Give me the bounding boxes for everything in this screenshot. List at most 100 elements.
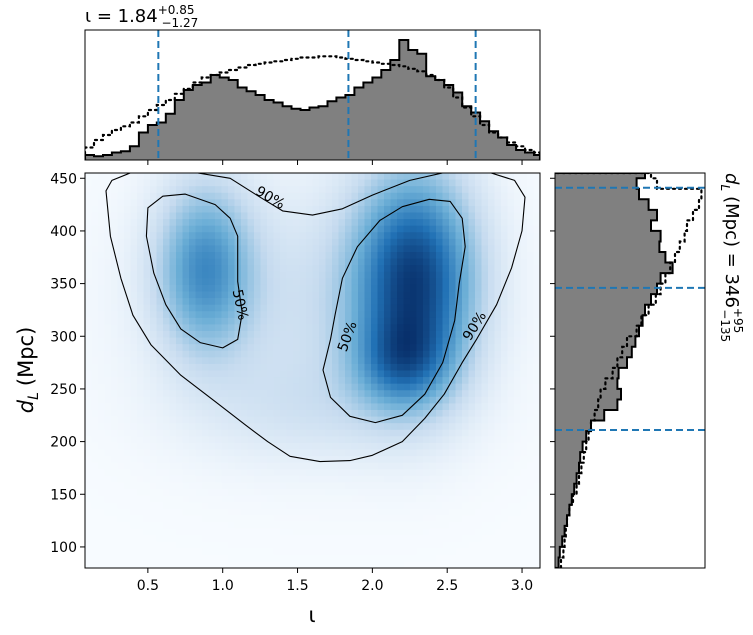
heatmap-cell — [267, 245, 275, 253]
heatmap-cell — [462, 554, 470, 563]
heatmap-cell — [371, 291, 379, 299]
heatmap-cell — [156, 192, 164, 200]
heatmap-cell — [150, 489, 158, 497]
heatmap-cell — [449, 179, 457, 187]
heatmap-cell — [312, 442, 320, 451]
heatmap-cell — [189, 403, 197, 411]
heatmap-cell — [416, 298, 424, 306]
heatmap-cell — [169, 324, 177, 332]
heatmap-cell — [533, 403, 540, 411]
heatmap-cell — [527, 179, 535, 187]
heatmap-cell — [234, 423, 242, 431]
heatmap-cell — [416, 245, 424, 253]
heatmap-cell — [423, 508, 431, 516]
heatmap-cell — [169, 186, 177, 194]
heatmap-cell — [325, 482, 333, 490]
heatmap-cell — [150, 410, 158, 418]
heatmap-cell — [260, 265, 268, 273]
heatmap-cell — [455, 265, 463, 273]
heatmap-cell — [507, 199, 515, 207]
heatmap-cell — [475, 416, 483, 424]
heatmap-cell — [364, 304, 372, 312]
heatmap-cell — [299, 291, 307, 299]
heatmap-cell — [319, 521, 327, 530]
heatmap-cell — [111, 311, 119, 319]
heatmap-cell — [468, 370, 476, 378]
heatmap-cell — [410, 317, 418, 326]
heatmap-cell — [475, 548, 483, 556]
heatmap-cell — [91, 317, 99, 326]
heatmap-cell — [481, 186, 489, 194]
heatmap-cell — [442, 521, 450, 530]
heatmap-cell — [514, 298, 522, 306]
heatmap-cell — [364, 232, 372, 240]
heatmap-cell — [215, 528, 223, 536]
heatmap-cell — [98, 304, 106, 312]
heatmap-cell — [397, 475, 405, 484]
heatmap-cell — [195, 535, 203, 543]
heatmap-cell — [91, 304, 99, 312]
heatmap-cell — [293, 219, 301, 227]
heatmap-cell — [501, 205, 509, 214]
heatmap-cell — [163, 548, 171, 556]
heatmap-cell — [468, 416, 476, 424]
heatmap-cell — [130, 561, 138, 568]
heatmap-cell — [377, 436, 385, 444]
heatmap-cell — [403, 370, 411, 378]
heatmap-cell — [280, 317, 288, 326]
heatmap-cell — [286, 469, 294, 477]
heatmap-cell — [241, 561, 249, 568]
heatmap-cell — [410, 291, 418, 299]
heatmap-cell — [98, 331, 106, 339]
heatmap-cell — [273, 515, 281, 523]
heatmap-cell — [260, 436, 268, 444]
heatmap-cell — [332, 396, 340, 405]
heatmap-cell — [533, 383, 540, 391]
heatmap-cell — [390, 377, 398, 385]
heatmap-cell — [384, 423, 392, 431]
heatmap-cell — [286, 324, 294, 332]
heatmap-cell — [397, 429, 405, 437]
heatmap-cell — [429, 469, 437, 477]
heatmap-cell — [247, 331, 255, 339]
heatmap-cell — [390, 416, 398, 424]
heatmap-cell — [286, 508, 294, 516]
heatmap-cell — [293, 205, 301, 214]
heatmap-cell — [481, 390, 489, 398]
heatmap-cell — [520, 265, 528, 273]
heatmap-cell — [273, 449, 281, 457]
heatmap-cell — [455, 357, 463, 365]
heatmap-cell — [293, 429, 301, 437]
x-tick-label: 2.0 — [361, 578, 383, 594]
heatmap-cell — [182, 390, 190, 398]
heatmap-cell — [293, 410, 301, 418]
heatmap-cell — [468, 317, 476, 326]
heatmap-cell — [416, 324, 424, 332]
heatmap-cell — [215, 456, 223, 464]
heatmap-cell — [468, 212, 476, 220]
heatmap-cell — [410, 238, 418, 247]
heatmap-cell — [481, 337, 489, 345]
heatmap-cell — [371, 232, 379, 240]
heatmap-cell — [371, 192, 379, 200]
heatmap-cell — [390, 423, 398, 431]
heatmap-cell — [520, 344, 528, 352]
heatmap-cell — [234, 324, 242, 332]
heatmap-cell — [416, 403, 424, 411]
heatmap-cell — [429, 495, 437, 503]
heatmap-cell — [137, 291, 145, 299]
heatmap-cell — [364, 298, 372, 306]
heatmap-cell — [384, 284, 392, 293]
heatmap-cell — [325, 238, 333, 247]
heatmap-cell — [397, 298, 405, 306]
heatmap-cell — [533, 265, 540, 273]
heatmap-cell — [325, 416, 333, 424]
heatmap-cell — [156, 298, 164, 306]
heatmap-cell — [104, 475, 112, 484]
heatmap-cell — [189, 179, 197, 187]
heatmap-cell — [98, 469, 106, 477]
heatmap-cell — [182, 410, 190, 418]
heatmap-cell — [176, 219, 184, 227]
heatmap-cell — [241, 284, 249, 293]
heatmap-cell — [397, 219, 405, 227]
